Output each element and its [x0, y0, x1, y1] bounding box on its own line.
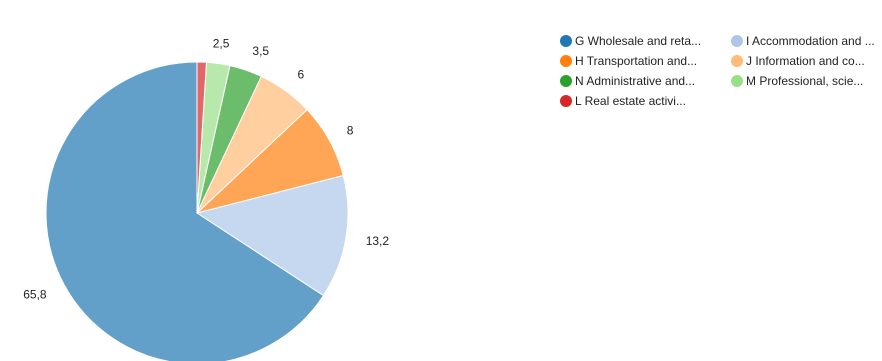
legend: G Wholesale and reta... I Accommodation a… — [560, 34, 875, 108]
legend-item-m-professional-scie[interactable]: M Professional, scie... — [731, 74, 863, 88]
legend-label: L Real estate activi... — [575, 94, 686, 108]
pie-slice-i-accommodation-and[interactable] — [195, 174, 349, 297]
pie-slice-l-real-estate-activi[interactable] — [196, 61, 208, 214]
legend-label: H Transportation and... — [575, 54, 697, 68]
slice-label-m-professional-scie: 2,5 — [213, 37, 230, 51]
legend-marker — [560, 35, 572, 47]
pie-slice-g-wholesale-and-reta[interactable] — [45, 61, 325, 361]
legend-item-i-accommodation-and[interactable]: I Accommodation and ... — [731, 34, 875, 48]
legend-item-h-transportation-and[interactable]: H Transportation and... — [560, 54, 697, 68]
slice-label-g-wholesale-and-reta: 65,8 — [23, 287, 47, 301]
legend-item-n-administrative-and[interactable]: N Administrative and... — [560, 74, 695, 88]
legend-item-j-information-and-co[interactable]: J Information and co... — [731, 54, 865, 68]
slice-label-i-accommodation-and: 13,2 — [366, 234, 390, 248]
legend-label: J Information and co... — [746, 54, 865, 68]
slice-label-j-information-and-co: 6 — [298, 68, 305, 82]
legend-marker — [560, 75, 572, 87]
slice-label-n-administrative-and: 3,5 — [252, 44, 269, 58]
legend-marker — [731, 75, 743, 87]
pie-slices — [45, 61, 349, 361]
legend-label: N Administrative and... — [575, 74, 695, 88]
legend-marker — [560, 55, 572, 67]
legend-marker — [731, 55, 743, 67]
legend-marker — [731, 35, 743, 47]
slice-label-h-transportation-and: 8 — [347, 124, 354, 138]
legend-item-g-wholesale-and-reta[interactable]: G Wholesale and reta... — [560, 34, 701, 48]
legend-label: M Professional, scie... — [746, 74, 863, 88]
legend-marker — [560, 95, 572, 107]
legend-label: G Wholesale and reta... — [575, 34, 701, 48]
legend-item-l-real-estate-activi[interactable]: L Real estate activi... — [560, 94, 686, 108]
legend-label: I Accommodation and ... — [746, 34, 875, 48]
slice-labels: 65,8 13,2 8 6 3,5 2,5 — [23, 37, 389, 302]
